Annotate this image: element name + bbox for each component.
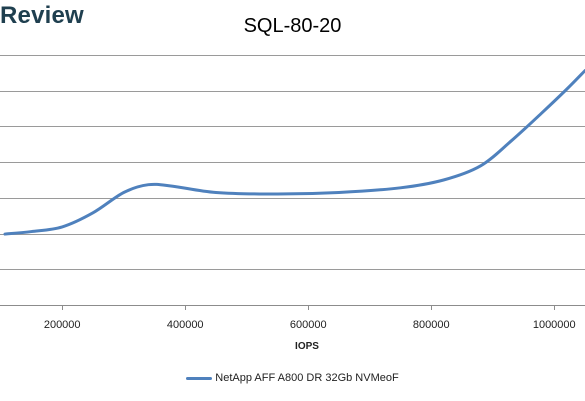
- chart-title: SQL-80-20: [0, 14, 585, 38]
- gridlines: [0, 55, 585, 306]
- x-tick-label: 200000: [44, 319, 81, 331]
- legend-swatch: [186, 376, 213, 380]
- brand-logo-text: Review: [0, 2, 84, 29]
- x-axis-label: IOPS: [295, 341, 319, 352]
- x-tick-label: 1000000: [533, 319, 576, 331]
- x-axis: 200000 400000 600000 800000 1000000: [44, 305, 576, 331]
- series-layer: [3, 69, 585, 236]
- x-tick-label: 800000: [413, 319, 450, 331]
- legend-label: NetApp AFF A800 DR 32Gb NVMeoF: [215, 372, 399, 384]
- series-line: [3, 69, 585, 236]
- legend: NetApp AFF A800 DR 32Gb NVMeoF: [0, 372, 585, 384]
- x-tick-label: 400000: [167, 319, 204, 331]
- chart-title-text: SQL-80-20: [243, 15, 342, 37]
- x-tick-label: 600000: [290, 319, 327, 331]
